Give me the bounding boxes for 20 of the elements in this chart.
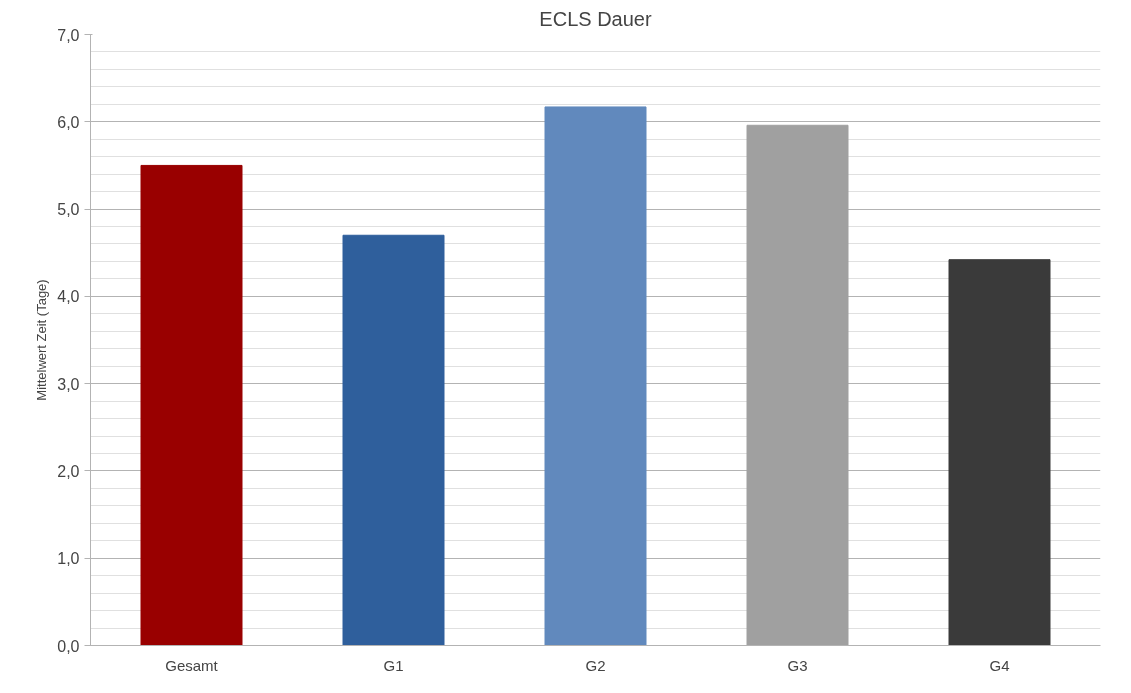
y-tick-label: 3,0 (57, 375, 80, 393)
y-tick-label: 0,0 (57, 637, 80, 655)
x-tick-label: G1 (383, 656, 404, 674)
x-tick-label: G3 (787, 656, 808, 674)
y-tick-label: 4,0 (57, 288, 80, 306)
y-tick-label: 7,0 (57, 26, 80, 44)
y-tick-label: 6,0 (57, 113, 80, 131)
y-axis-title: Mittelwert Zeit (Tage) (34, 279, 50, 401)
bar (342, 234, 445, 646)
y-tick-label: 2,0 (57, 462, 80, 480)
bar (746, 124, 849, 646)
x-tick-label: Gesamt (165, 656, 219, 674)
y-tick-label: 5,0 (57, 201, 80, 219)
y-tick-label: 1,0 (57, 550, 80, 568)
bar (544, 106, 647, 646)
x-tick-label: G4 (989, 656, 1010, 674)
bar (140, 164, 243, 646)
chart-title: ECLS Dauer (539, 7, 652, 30)
x-tick-label: G2 (585, 656, 606, 674)
bar (948, 259, 1051, 646)
